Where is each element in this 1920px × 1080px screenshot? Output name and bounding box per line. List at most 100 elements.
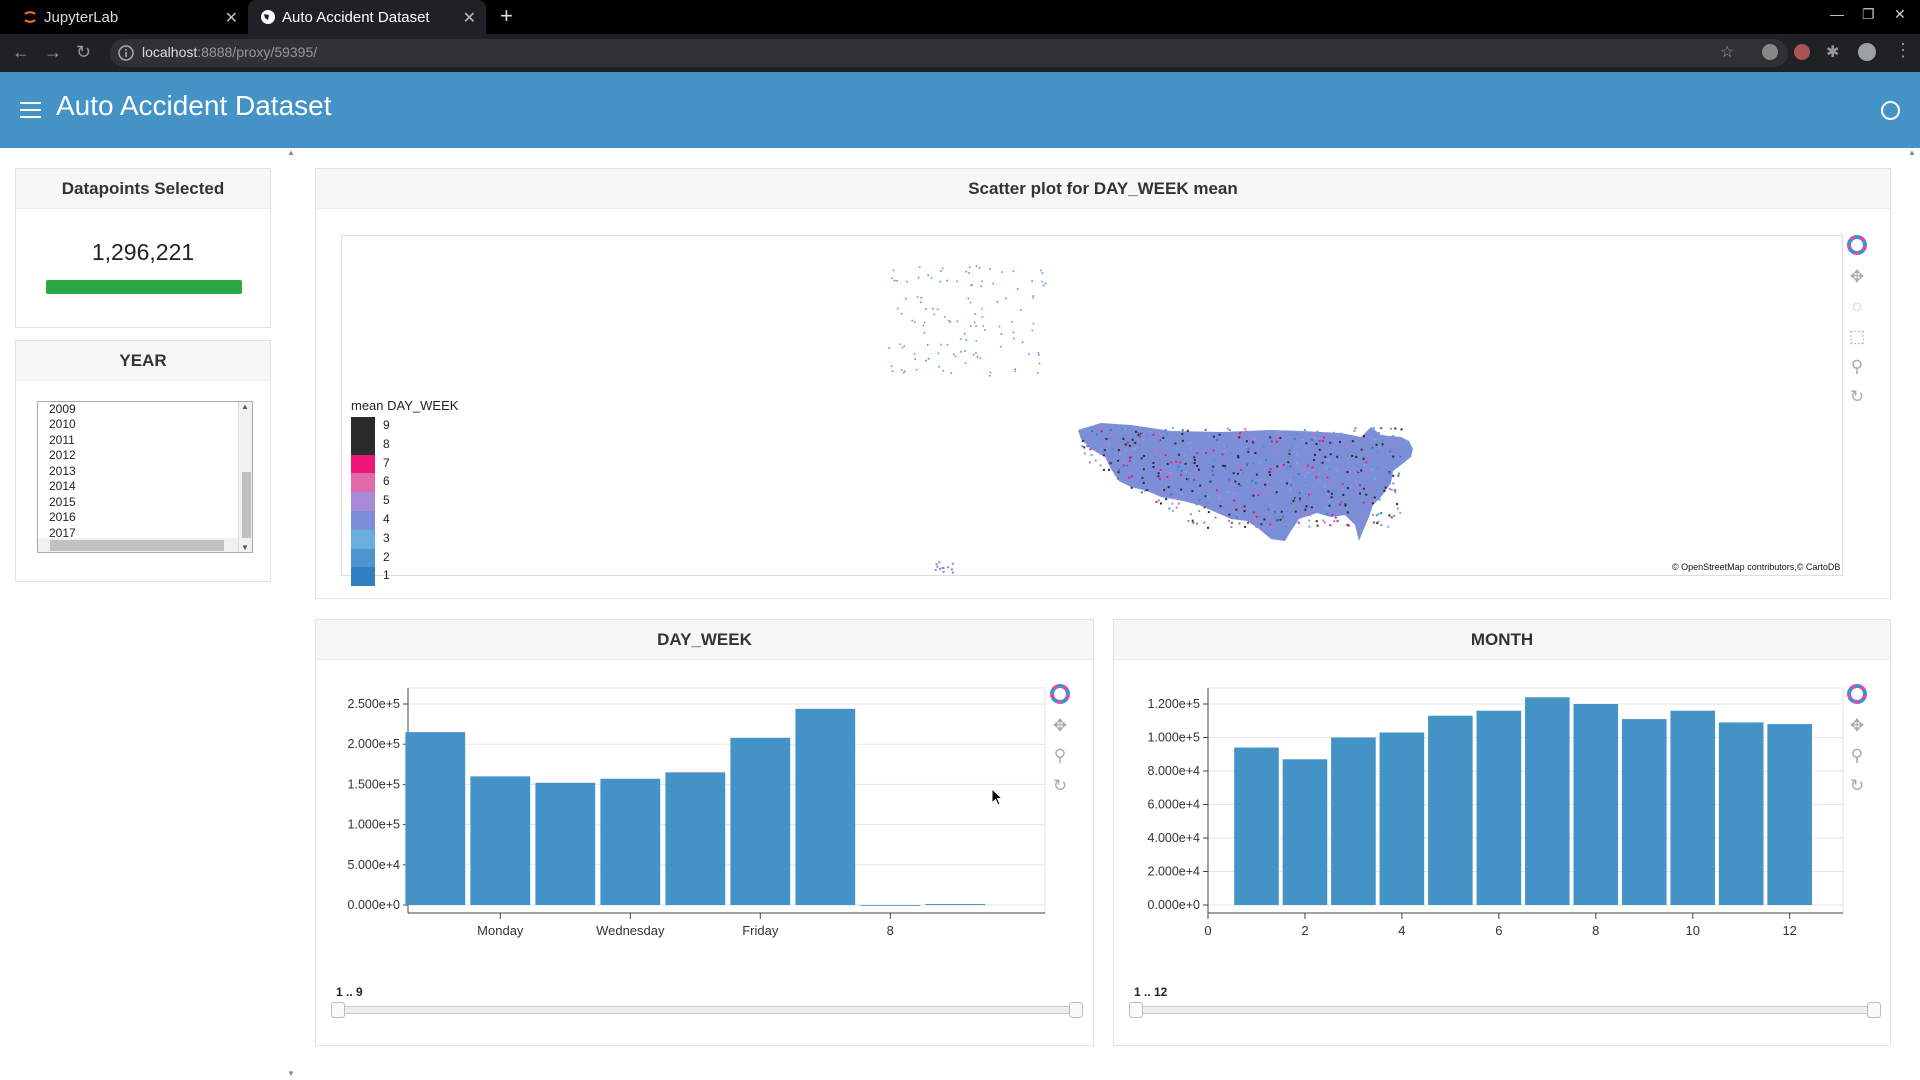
pan-icon[interactable]: ✥	[1849, 716, 1865, 735]
map-point	[1166, 462, 1169, 465]
slider-handle-min[interactable]	[331, 1002, 345, 1018]
year-option[interactable]: 2014	[49, 479, 76, 493]
attribution-carto[interactable]: CartoDB	[1805, 562, 1841, 572]
map-point	[970, 284, 973, 287]
close-tab-icon[interactable]: ✕	[462, 10, 476, 27]
map-point	[1263, 518, 1266, 521]
map-point	[1243, 505, 1246, 508]
year-option[interactable]: 2009	[49, 402, 76, 416]
scroll-down-icon[interactable]: ▼	[241, 543, 249, 552]
pan-icon[interactable]: ✥	[1849, 267, 1865, 286]
puzzle-icon[interactable]: ✱	[1826, 44, 1840, 61]
main-scrollbar[interactable]: ▲	[1906, 148, 1920, 1080]
bookmark-star-icon[interactable]: ☆	[1720, 44, 1735, 61]
vertical-scrollbar[interactable]: ▲ ▼	[238, 402, 252, 552]
map-point	[923, 331, 926, 334]
restore-icon[interactable]: ❐	[1862, 6, 1875, 22]
window-close-icon[interactable]: ✕	[1894, 6, 1906, 22]
url-field[interactable]	[110, 39, 1788, 67]
map-point	[1375, 432, 1378, 435]
map-point	[1303, 429, 1306, 432]
sidebar-scrollbar[interactable]: ▲ ▼	[285, 148, 299, 1080]
map-point	[1381, 443, 1384, 446]
map-point	[1271, 497, 1274, 500]
extension-icon[interactable]	[1762, 44, 1778, 60]
wheel-zoom-icon[interactable]: ⚲	[1850, 357, 1864, 376]
map-point	[1041, 280, 1043, 283]
map-point	[1388, 471, 1391, 474]
year-option[interactable]: 2015	[49, 495, 76, 509]
day-week-bar-chart[interactable]: 0.000e+0 5.000e+4 1.000e+5 1.500e+5 2.000e+5…	[330, 678, 1050, 948]
map-point	[1234, 480, 1237, 483]
tab-auto-accident-dataset[interactable]: Auto Accident Dataset ✕	[248, 0, 486, 34]
hamburger-menu-icon[interactable]	[20, 102, 41, 118]
map-point	[1293, 437, 1296, 440]
attribution-osm[interactable]: © OpenStreetMap	[1672, 562, 1745, 572]
day-week-range-slider[interactable]	[331, 1002, 1083, 1018]
map-point	[1103, 449, 1106, 452]
map-point	[1360, 469, 1363, 472]
box-select-icon[interactable]: ⬚	[1848, 327, 1866, 346]
bokeh-logo-icon[interactable]	[1845, 684, 1869, 708]
map-point	[1236, 472, 1239, 475]
year-option[interactable]: 2017	[49, 526, 76, 540]
minimize-icon[interactable]: —	[1830, 6, 1844, 22]
year-option[interactable]: 2010	[49, 417, 76, 431]
scroll-up-icon[interactable]: ▲	[287, 148, 295, 157]
pan-icon[interactable]: ✥	[1052, 716, 1068, 735]
map-point	[1032, 295, 1035, 297]
map-point	[1335, 442, 1338, 445]
map-point	[1309, 514, 1312, 517]
lasso-select-icon[interactable]: ◌	[1851, 297, 1863, 316]
scroll-up-icon[interactable]: ▲	[1908, 148, 1916, 157]
map-point	[891, 370, 894, 372]
map-point	[1237, 514, 1240, 517]
wheel-zoom-icon[interactable]: ⚲	[1850, 746, 1864, 765]
reload-icon[interactable]: ↻	[76, 42, 92, 62]
map-point	[1340, 432, 1343, 435]
map-point	[1032, 322, 1035, 325]
legend-label: 9	[383, 418, 390, 432]
reset-icon[interactable]: ↻	[1052, 776, 1068, 795]
bokeh-logo-icon[interactable]	[1845, 235, 1869, 259]
map-plot[interactable]	[341, 235, 1843, 576]
new-tab-icon[interactable]: +	[500, 3, 513, 28]
month-range-slider[interactable]	[1129, 1002, 1881, 1018]
map-point	[1351, 440, 1354, 443]
tab-jupyterlab[interactable]: JupyterLab ✕	[10, 0, 248, 34]
slider-handle-max[interactable]	[1867, 1002, 1881, 1018]
map-point	[1246, 521, 1249, 524]
year-option[interactable]: 2016	[49, 510, 76, 524]
map-point	[1327, 490, 1330, 493]
year-option[interactable]: 2012	[49, 448, 76, 462]
year-option[interactable]: 2011	[49, 433, 75, 447]
forward-icon[interactable]: →	[44, 42, 62, 62]
wheel-zoom-icon[interactable]: ⚲	[1053, 746, 1067, 765]
extension-icon[interactable]	[1794, 44, 1810, 60]
info-icon[interactable]	[118, 45, 134, 61]
back-icon[interactable]: ←	[12, 42, 30, 62]
map-point	[1170, 493, 1173, 496]
kebab-menu-icon[interactable]: ⋮	[1894, 40, 1912, 60]
map-point	[1377, 432, 1380, 435]
map-point	[1201, 480, 1204, 483]
scroll-thumb[interactable]	[242, 472, 251, 538]
month-bar-chart[interactable]: 0.000e+0 2.000e+4 4.000e+4 6.000e+4 8.000e+4…	[1128, 678, 1848, 948]
map-point	[1260, 523, 1263, 526]
scroll-down-icon[interactable]: ▼	[287, 1069, 295, 1078]
year-option[interactable]: 2013	[49, 464, 76, 478]
scroll-up-icon[interactable]: ▲	[241, 402, 249, 411]
scroll-thumb[interactable]	[50, 540, 224, 551]
avatar[interactable]	[1858, 43, 1876, 61]
horizontal-scrollbar[interactable]	[38, 538, 238, 552]
reset-icon[interactable]: ↻	[1849, 776, 1865, 795]
slider-handle-max[interactable]	[1069, 1002, 1083, 1018]
bokeh-logo-icon[interactable]	[1048, 684, 1072, 708]
slider-handle-min[interactable]	[1129, 1002, 1143, 1018]
map-point	[915, 368, 918, 371]
map-point	[984, 329, 986, 331]
map-point	[1183, 454, 1186, 457]
year-multiselect[interactable]: 2009 2010 2011 2012 2013 2014 2015 2016 …	[37, 401, 253, 553]
close-tab-icon[interactable]: ✕	[224, 10, 238, 27]
reset-icon[interactable]: ↻	[1849, 387, 1865, 406]
